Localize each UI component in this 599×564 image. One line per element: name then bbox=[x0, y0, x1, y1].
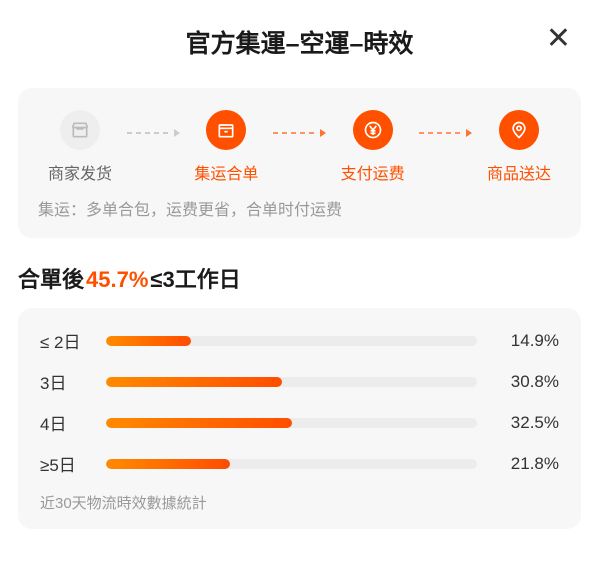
step-pay: 支付运费 bbox=[331, 110, 415, 184]
bar-track bbox=[106, 377, 477, 387]
bar-label: ≥5日 bbox=[40, 451, 98, 476]
close-icon[interactable]: ✕ bbox=[546, 24, 571, 54]
bar-value: 14.9% bbox=[495, 331, 559, 351]
step-connector bbox=[417, 129, 475, 137]
summary-prefix: 合單後 bbox=[18, 262, 84, 294]
chart-note: 近30天物流時效數據統計 bbox=[40, 492, 559, 513]
modal-title: 官方集運–空運–時效 bbox=[186, 24, 414, 60]
bar-label: 3日 bbox=[40, 369, 98, 394]
bar-label: ≤ 2日 bbox=[40, 328, 98, 353]
bar-track bbox=[106, 459, 477, 469]
pin-icon bbox=[499, 110, 539, 150]
bar-row: ≤ 2日 14.9% bbox=[40, 328, 559, 353]
bar-row: ≥5日 21.8% bbox=[40, 451, 559, 476]
step-consolidate: 集运合单 bbox=[184, 110, 268, 184]
step-label: 支付运费 bbox=[341, 160, 405, 184]
steps-card: 商家发货 集运合单 支 bbox=[18, 88, 581, 238]
bar-track bbox=[106, 418, 477, 428]
bar-fill bbox=[106, 336, 191, 346]
bar-fill bbox=[106, 459, 230, 469]
step-merchant-ship: 商家发货 bbox=[38, 110, 122, 184]
bar-row: 3日 30.8% bbox=[40, 369, 559, 394]
step-label: 商家发货 bbox=[48, 160, 112, 184]
box-icon bbox=[206, 110, 246, 150]
step-delivered: 商品送达 bbox=[477, 110, 561, 184]
modal-header: 官方集運–空運–時效 ✕ bbox=[0, 0, 599, 80]
bar-fill bbox=[106, 418, 292, 428]
step-connector bbox=[270, 129, 328, 137]
step-connector bbox=[124, 129, 182, 137]
summary-text: 合單後45.7% ≤3工作日 bbox=[18, 262, 581, 294]
chart-card: ≤ 2日 14.9% 3日 30.8% 4日 32.5% ≥5日 21.8% 近30天物流時效… bbox=[18, 308, 581, 529]
bar-track bbox=[106, 336, 477, 346]
bar-value: 30.8% bbox=[495, 372, 559, 392]
summary-suffix: ≤3工作日 bbox=[150, 262, 240, 294]
bar-row: 4日 32.5% bbox=[40, 410, 559, 435]
bar-fill bbox=[106, 377, 282, 387]
bar-label: 4日 bbox=[40, 410, 98, 435]
steps-row: 商家发货 集运合单 支 bbox=[38, 110, 561, 184]
yen-icon bbox=[353, 110, 393, 150]
summary-pct: 45.7% bbox=[86, 267, 148, 293]
bar-value: 32.5% bbox=[495, 413, 559, 433]
step-label: 集运合单 bbox=[194, 160, 258, 184]
step-label: 商品送达 bbox=[487, 160, 551, 184]
steps-note: 集运：多单合包，运费更省，合单时付运费 bbox=[38, 196, 561, 220]
store-icon bbox=[60, 110, 100, 150]
bars-container: ≤ 2日 14.9% 3日 30.8% 4日 32.5% ≥5日 21.8% bbox=[40, 328, 559, 476]
bar-value: 21.8% bbox=[495, 454, 559, 474]
